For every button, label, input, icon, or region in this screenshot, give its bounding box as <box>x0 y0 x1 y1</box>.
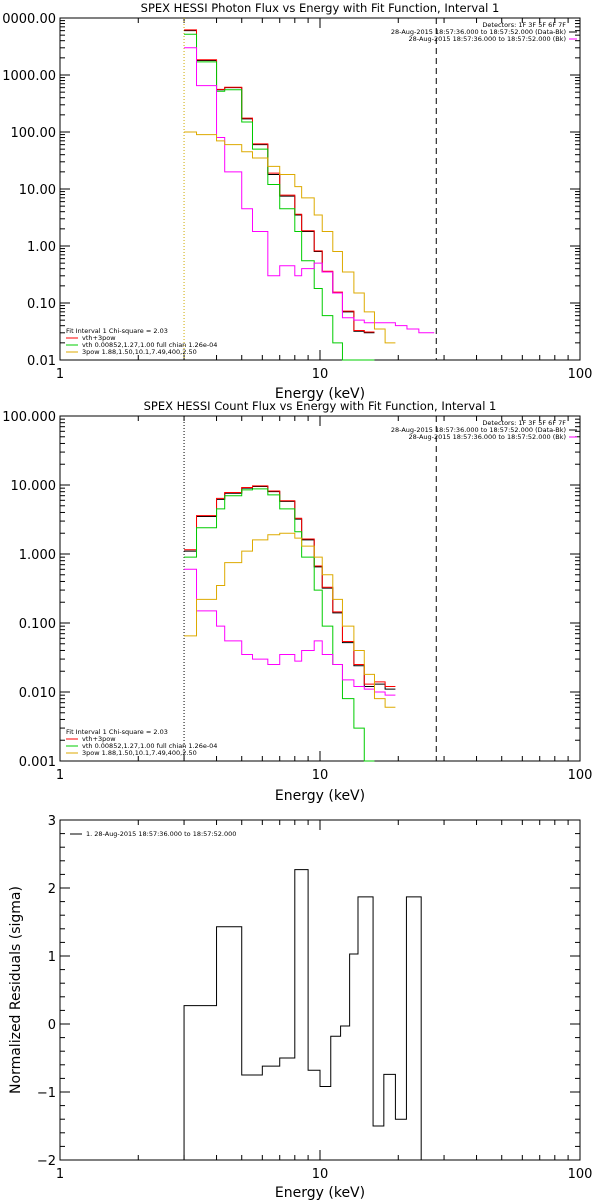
y-tick-label: 100.00 <box>11 126 57 141</box>
y-tick-label: 0.01 <box>27 354 56 369</box>
y-tick-label: 0.100 <box>19 617 56 632</box>
info-line: 28-Aug-2015 18:57:36.000 to 18:57:52.000… <box>409 433 566 441</box>
y-axis-label: Normalized Residuals (sigma) <box>8 886 24 1094</box>
series-3-step-line <box>184 568 396 696</box>
x-tick-label: 10 <box>312 1167 329 1182</box>
legend-title: Fit Interval 1 Chi-square = 2.03 <box>66 728 168 736</box>
x-tick-label: 100 <box>568 1167 593 1182</box>
info-line: 28-Aug-2015 18:57:36.000 to 18:57:52.000… <box>391 426 566 434</box>
x-tick-label: 1 <box>56 768 64 783</box>
y-tick-label: 1.000 <box>19 548 56 563</box>
legend-entry: vth 0.00852,1.27,1.00 full chian 1.26e-0… <box>82 742 217 750</box>
legend-entry: vth 0.00852,1.27,1.00 full chian 1.26e-0… <box>82 341 217 349</box>
x-axis-label: Energy (keV) <box>275 788 365 804</box>
y-tick-label: 1.00 <box>27 240 56 255</box>
legend-entry: 1. 28-Aug-2015 18:57:36.000 to 18:57:52.… <box>86 830 236 838</box>
series-4-step-line <box>184 532 396 708</box>
legend-entry: 3pow 1.88,1.50,10.1,7.49,400,2.50 <box>82 348 197 356</box>
y-tick-label: −2 <box>37 1154 56 1169</box>
y-tick-label: 0 <box>48 1018 56 1033</box>
legend-entry: 3pow 1.88,1.50,10.1,7.49,400,2.50 <box>82 749 197 757</box>
plot-frame <box>59 17 581 361</box>
series-3-step-line <box>184 47 435 334</box>
chart-title: SPEX HESSI Count Flux vs Energy with Fit… <box>144 399 497 413</box>
legend-entry: vth+3pow <box>82 334 116 342</box>
series-2-step-line <box>184 488 375 762</box>
y-tick-label: 3 <box>48 814 56 829</box>
y-tick-label: 10.000 <box>11 479 57 494</box>
x-tick-label: 10 <box>312 367 329 382</box>
y-tick-label: −1 <box>37 1086 56 1101</box>
y-tick-label: 0.10 <box>27 297 56 312</box>
x-axis-label: Energy (keV) <box>275 386 365 402</box>
x-tick-label: 1 <box>56 367 64 382</box>
series-1-step-line <box>184 485 396 688</box>
y-tick-label: 0000.00 <box>2 12 56 27</box>
x-tick-label: 100 <box>568 768 593 783</box>
info-line: 28-Aug-2015 18:57:36.000 to 18:57:52.000… <box>391 28 566 36</box>
x-tick-label: 100 <box>568 367 593 382</box>
series-4-step-line <box>184 131 396 344</box>
y-tick-label: 1 <box>48 950 56 965</box>
y-tick-label: 0.001 <box>19 755 56 770</box>
x-axis-label: Energy (keV) <box>275 1185 365 1200</box>
series-0-step-line <box>183 869 435 1161</box>
series-1-step-line <box>184 29 375 333</box>
y-tick-label: 2 <box>48 882 56 897</box>
info-line: Detectors: 1F 3F 5F 6F 7F <box>482 21 566 29</box>
y-tick-label: 1000.00 <box>2 69 56 84</box>
series-2-step-line <box>184 33 375 361</box>
y-tick-label: 100.000 <box>2 410 56 425</box>
info-line: 28-Aug-2015 18:57:36.000 to 18:57:52.000… <box>409 35 566 43</box>
plot-frame <box>59 415 581 762</box>
legend-title: Fit Interval 1 Chi-square = 2.03 <box>66 327 168 335</box>
y-tick-label: 0.010 <box>19 686 56 701</box>
series-0-step-line <box>184 486 396 690</box>
y-tick-label: 10.00 <box>19 183 56 198</box>
info-line: Detectors: 1F 3F 5F 6F 7F <box>482 419 566 427</box>
legend-entry: vth+3pow <box>82 735 116 743</box>
chart-title: SPEX HESSI Photon Flux vs Energy with Fi… <box>141 1 500 15</box>
x-tick-label: 10 <box>312 768 329 783</box>
x-tick-label: 1 <box>56 1167 64 1182</box>
plot-frame <box>59 819 581 1161</box>
